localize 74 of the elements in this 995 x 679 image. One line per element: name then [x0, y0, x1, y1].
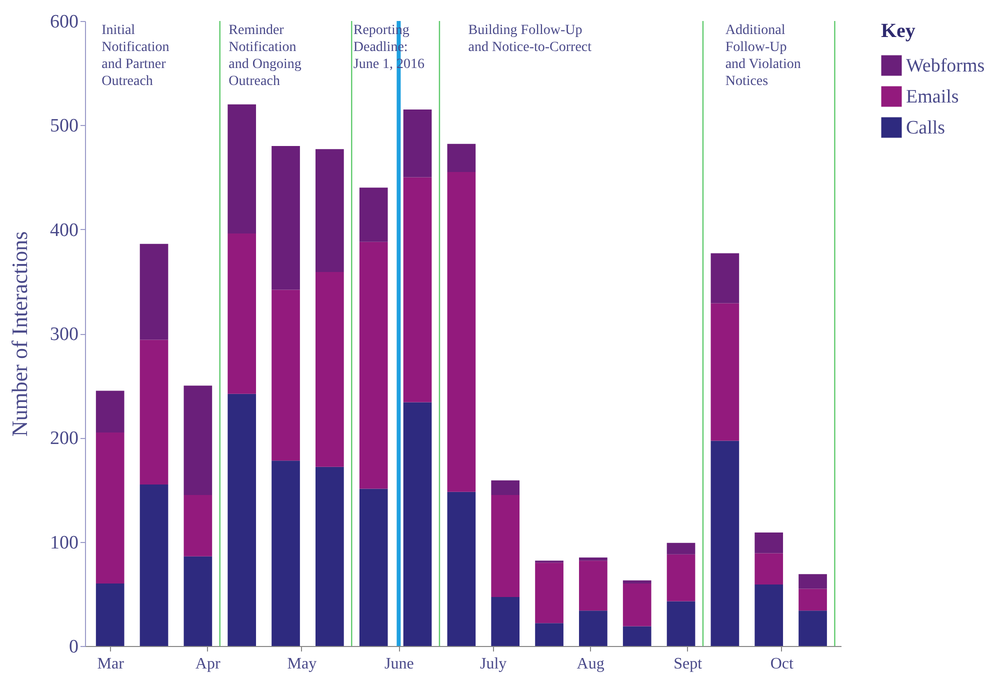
bar — [798, 610, 827, 646]
bar — [272, 290, 300, 461]
annotation: Additional Follow-Up and Violation Notices — [725, 23, 801, 89]
bar — [359, 488, 388, 646]
bar — [403, 402, 432, 646]
bar — [491, 597, 520, 646]
annotation: Initial Notification and Partner Outreach — [102, 23, 170, 89]
bar — [403, 177, 432, 402]
bar — [272, 146, 300, 290]
y-axis-title: Number of Interactions — [7, 231, 32, 437]
bar — [710, 253, 740, 304]
bar — [140, 340, 168, 485]
legend-title: Key — [881, 20, 916, 42]
y-tick-label: 400 — [50, 220, 78, 241]
legend-label: Calls — [906, 118, 946, 138]
bar — [96, 584, 124, 646]
x-tick-label: Oct — [770, 656, 794, 672]
y-tick-label: 200 — [50, 428, 78, 450]
bar — [447, 492, 476, 646]
x-tick-label: Sept — [674, 656, 703, 672]
bar — [491, 480, 520, 495]
bar — [666, 601, 696, 646]
bar — [798, 574, 827, 589]
x-tick-label: Aug — [576, 656, 604, 672]
y-tick-label: 300 — [50, 324, 78, 345]
bar — [535, 562, 564, 624]
legend-label: Webforms — [906, 56, 985, 76]
bar — [403, 110, 432, 178]
bar — [579, 557, 608, 561]
bar — [710, 303, 740, 441]
bar — [754, 532, 784, 554]
bar — [96, 432, 124, 584]
bar — [184, 494, 212, 556]
bar — [447, 144, 476, 172]
bar — [228, 394, 256, 646]
bar — [754, 584, 784, 646]
bar — [535, 623, 564, 646]
bar — [359, 188, 388, 242]
x-tick-label: Mar — [97, 656, 125, 672]
bar — [359, 242, 388, 489]
bar — [710, 440, 740, 646]
bar — [228, 104, 256, 234]
bar — [272, 460, 300, 646]
bar — [316, 272, 344, 467]
bar — [754, 553, 784, 585]
y-tick-label: 500 — [50, 116, 78, 137]
bar — [579, 610, 608, 646]
bar — [316, 466, 344, 646]
bar — [666, 554, 696, 602]
bar — [228, 234, 256, 394]
x-tick-label: June — [384, 656, 414, 672]
y-tick-label: 100 — [50, 532, 78, 554]
bar — [140, 244, 168, 340]
y-tick-label: 600 — [50, 12, 78, 32]
bar — [184, 556, 212, 646]
x-tick-label: July — [480, 656, 507, 672]
x-tick-label: May — [287, 656, 317, 672]
legend-label: Emails — [906, 86, 959, 108]
bar — [798, 588, 827, 611]
bar — [622, 584, 652, 626]
bar — [666, 542, 696, 554]
bar — [579, 560, 608, 611]
bar — [316, 149, 344, 272]
bar — [622, 580, 652, 584]
x-tick-label: Apr — [195, 656, 221, 672]
bar — [491, 494, 520, 598]
bar — [184, 386, 212, 495]
annotation: Building Follow-Up and Notice-to-Correct — [468, 23, 592, 55]
annotation: Reminder Notification and Ongoing Outreach — [228, 23, 302, 89]
bar — [140, 484, 168, 646]
bar — [447, 172, 476, 492]
y-tick-label: 0 — [69, 636, 78, 658]
bar — [622, 626, 652, 646]
bar — [96, 390, 124, 432]
